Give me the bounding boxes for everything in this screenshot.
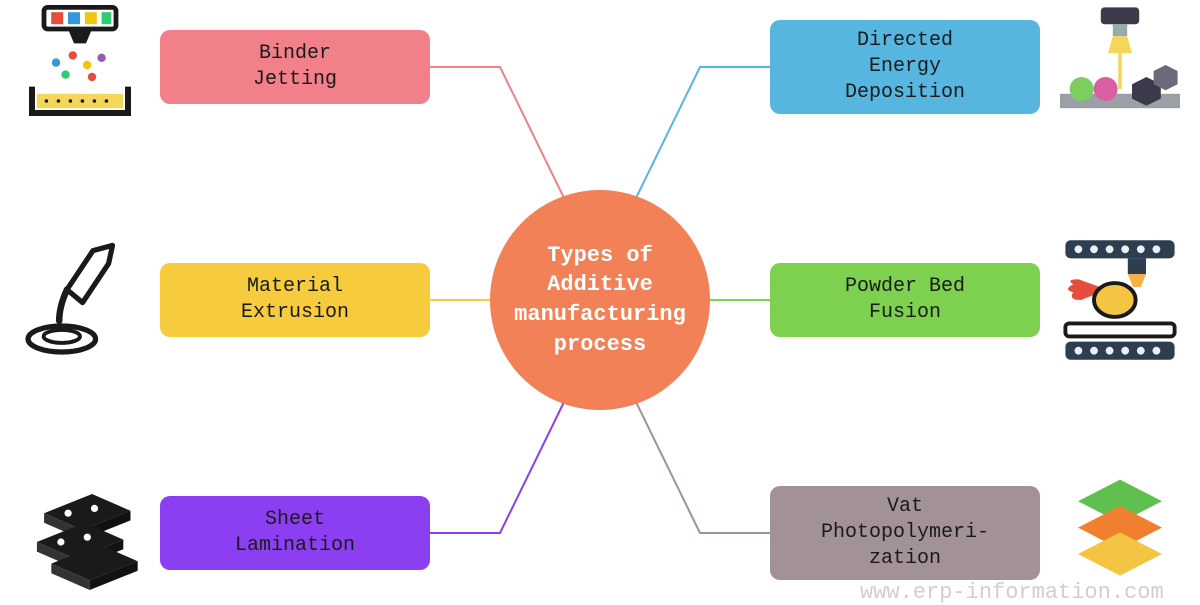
node-label-powder-bed: Powder Bed Fusion — [845, 274, 965, 326]
watermark-text: www.erp-information.com — [860, 580, 1164, 605]
node-sheet-lamination: Sheet Lamination — [160, 496, 430, 570]
vat-photo-icon — [1055, 470, 1185, 590]
node-label-material-extrusion: Material Extrusion — [241, 274, 349, 326]
powder-bed-icon — [1055, 235, 1185, 365]
node-powder-bed: Powder Bed Fusion — [770, 263, 1040, 337]
directed-energy-icon — [1055, 5, 1185, 125]
node-label-binder-jetting: Binder Jetting — [253, 41, 337, 93]
material-extrusion-icon — [15, 235, 145, 365]
connector-directed-energy — [635, 67, 770, 200]
connector-sheet-lamination — [430, 400, 565, 533]
center-circle: Types of Additive manufacturing process — [490, 190, 710, 410]
connector-binder-jetting — [430, 67, 565, 200]
node-label-vat-photo: Vat Photopolymeri- zation — [821, 494, 989, 572]
sheet-lamination-icon — [15, 470, 150, 590]
center-label: Types of Additive manufacturing process — [514, 241, 686, 360]
node-material-extrusion: Material Extrusion — [160, 263, 430, 337]
binder-jetting-icon — [15, 5, 145, 125]
connector-vat-photo — [635, 400, 770, 533]
watermark: www.erp-information.com — [860, 580, 1164, 605]
node-vat-photo: Vat Photopolymeri- zation — [770, 486, 1040, 580]
node-label-sheet-lamination: Sheet Lamination — [235, 507, 355, 559]
node-binder-jetting: Binder Jetting — [160, 30, 430, 104]
node-directed-energy: Directed Energy Deposition — [770, 20, 1040, 114]
node-label-directed-energy: Directed Energy Deposition — [845, 28, 965, 106]
